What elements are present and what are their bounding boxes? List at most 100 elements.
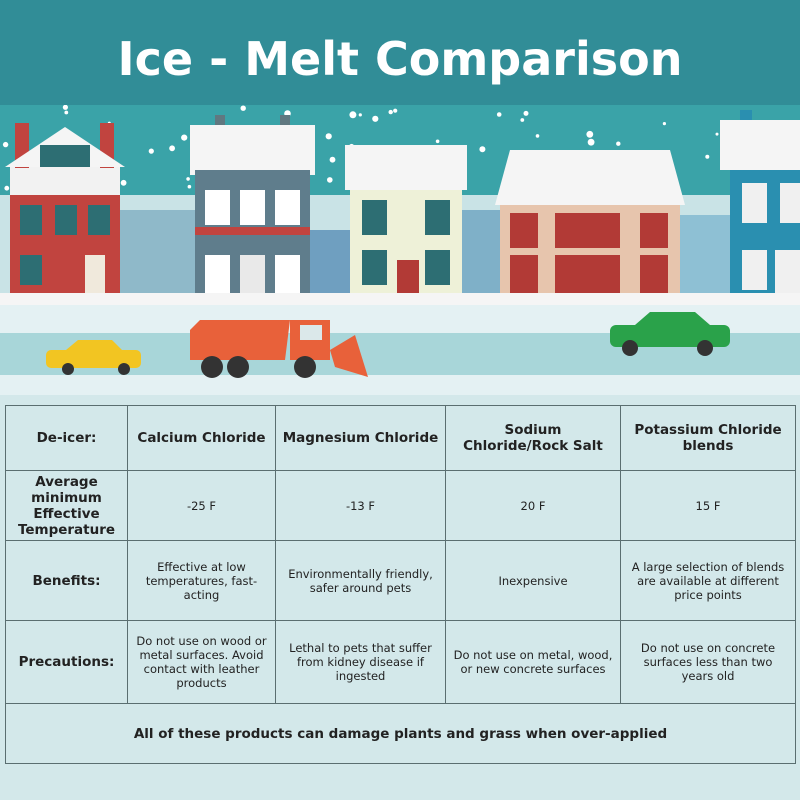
snowflakes-part xyxy=(329,156,336,163)
plow-truck-part xyxy=(330,335,368,377)
snowflakes-part xyxy=(393,108,398,113)
snowflakes-part xyxy=(358,113,362,117)
snowflakes-part xyxy=(186,177,190,181)
house-blue-part xyxy=(775,250,800,300)
snowflakes-part xyxy=(520,118,525,122)
house-brick-part xyxy=(85,255,105,300)
header-cell: Calcium Chloride xyxy=(127,405,276,471)
house-brick xyxy=(5,123,125,300)
footer-note: All of these products can damage plants … xyxy=(5,703,796,764)
snowflakes-part xyxy=(2,141,9,148)
house-grey-part xyxy=(190,125,315,175)
house-cream-part xyxy=(345,145,467,190)
house-blue-part xyxy=(742,183,767,223)
house-peach-part xyxy=(495,150,685,205)
house-grey-part xyxy=(205,190,230,225)
house-cream-part xyxy=(397,260,419,300)
snowflakes-part xyxy=(586,130,594,138)
house-blue-part xyxy=(780,183,800,223)
house-brick-part xyxy=(20,255,42,285)
green-car xyxy=(610,312,730,356)
cell: Effective at low temperatures, fast-acti… xyxy=(127,540,276,621)
snowflakes-part xyxy=(148,148,154,154)
snowflakes-part xyxy=(349,111,357,119)
snowflakes-part xyxy=(616,141,621,146)
cell: -25 F xyxy=(127,470,276,541)
row-label: Precautions: xyxy=(5,620,128,704)
house-grey-part xyxy=(205,255,230,295)
house-blue xyxy=(720,110,800,300)
snowflakes-part xyxy=(327,177,333,183)
header-cell: Potassium Chloride blends xyxy=(620,405,796,471)
snowflakes-part xyxy=(64,110,69,115)
house-grey-part xyxy=(195,227,310,235)
house-cream-part xyxy=(362,200,387,235)
snowflakes-part xyxy=(523,110,529,116)
cell: Do not use on concrete surfaces less tha… xyxy=(620,620,796,704)
house-cream-part xyxy=(425,200,450,235)
plow-truck-part xyxy=(201,356,223,378)
house-cream xyxy=(345,145,467,300)
snowflakes-part xyxy=(169,145,176,152)
row-label: Average minimum Effective Temperature xyxy=(5,470,128,541)
house-brick-part xyxy=(55,205,77,235)
title-banner: Ice - Melt Comparison xyxy=(0,0,800,105)
house-peach-part xyxy=(510,213,538,248)
row: Average minimum Effective Temperature -2… xyxy=(5,470,796,541)
cell: Inexpensive xyxy=(445,540,621,621)
snowflakes-part xyxy=(372,115,379,122)
house-grey-part xyxy=(240,190,265,225)
house-grey-part xyxy=(240,255,265,300)
snowflakes-part xyxy=(662,122,667,126)
taxi-car xyxy=(46,340,141,375)
snowflakes-part xyxy=(120,179,127,186)
snowflakes-part xyxy=(435,139,440,144)
winter-illustration xyxy=(0,105,800,395)
row-label: Benefits: xyxy=(5,540,128,621)
green-car-part xyxy=(697,340,713,356)
house-brick-part xyxy=(20,205,42,235)
cell: Do not use on metal, wood, or new concre… xyxy=(445,620,621,704)
snowflakes-part xyxy=(587,138,595,146)
cell: -13 F xyxy=(275,470,446,541)
house-peach-part xyxy=(510,255,538,295)
header-cell: Magnesium Chloride xyxy=(275,405,446,471)
snowflakes-part xyxy=(715,132,719,136)
snowflakes-part xyxy=(181,134,188,141)
snowflakes-part xyxy=(705,154,710,159)
snowflakes-part xyxy=(187,184,192,189)
green-car-part xyxy=(635,312,710,325)
green-car-part xyxy=(622,340,638,356)
taxi-car-part xyxy=(62,363,74,375)
snowflakes-part xyxy=(535,134,540,138)
house-blue-part xyxy=(720,120,800,170)
header-row: De-icer: Calcium Chloride Magnesium Chlo… xyxy=(5,405,796,471)
plow-truck-part xyxy=(190,320,290,360)
cell: A large selection of blends are availabl… xyxy=(620,540,796,621)
house-peach-part xyxy=(640,255,668,295)
plow-truck-part xyxy=(294,356,316,378)
fence xyxy=(0,293,800,305)
page-title: Ice - Melt Comparison xyxy=(117,32,683,86)
house-peach-part xyxy=(555,255,620,295)
back-houses-part xyxy=(120,210,200,300)
footer-row: All of these products can damage plants … xyxy=(5,703,796,764)
snowflakes-part xyxy=(479,146,486,153)
house-brick-part xyxy=(10,165,120,195)
snowflakes-part xyxy=(4,185,10,191)
row: Benefits: Effective at low temperatures,… xyxy=(5,540,796,621)
taxi-car-part xyxy=(66,340,122,350)
house-grey xyxy=(190,115,315,300)
house-brick-part xyxy=(88,205,110,235)
cell: Environmentally friendly, safer around p… xyxy=(275,540,446,621)
taxi-car-part xyxy=(118,363,130,375)
house-peach-part xyxy=(640,213,668,248)
green-car-part xyxy=(610,325,730,347)
header-cell: De-icer: xyxy=(5,405,128,471)
row: Precautions: Do not use on wood or metal… xyxy=(5,620,796,704)
house-cream-part xyxy=(362,250,387,285)
cell: 15 F xyxy=(620,470,796,541)
plow-truck xyxy=(190,320,368,378)
house-blue-part xyxy=(742,250,767,290)
